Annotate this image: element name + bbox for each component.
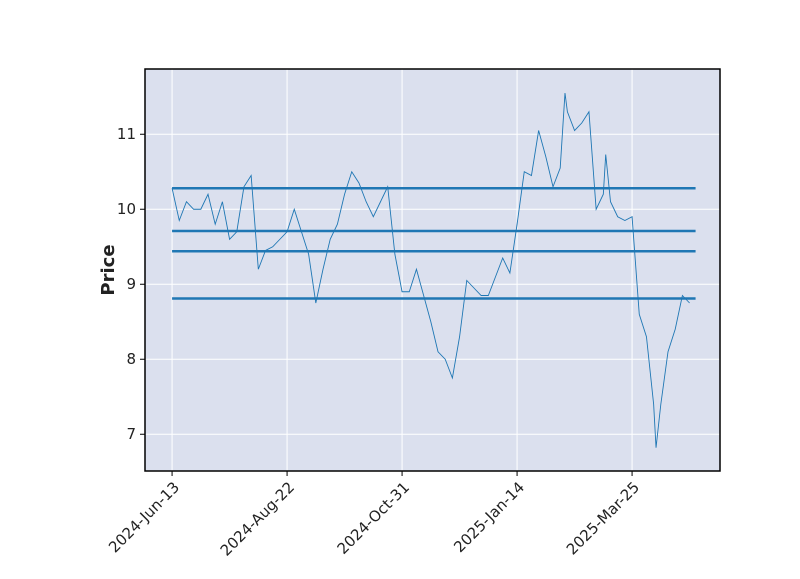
marks [171,92,696,448]
plot-area [145,69,720,471]
x-tick-label: 2025-Jan-14 [450,478,528,556]
x-tick-label: 2024-Oct-31 [334,478,414,558]
x-tick-label: 2025-Mar-25 [563,478,643,558]
y-axis-label: Price [98,244,119,295]
x-tick-label: 2024-Aug-22 [217,478,298,559]
y-tick-label: 7 [126,425,136,443]
x-tick-label: 2024-Jun-13 [105,478,183,556]
y-tick-label: 11 [117,125,136,143]
series-line [171,92,690,448]
y-tick-label: 10 [117,200,136,218]
grid [145,69,720,471]
y-tick-label: 9 [126,275,136,293]
plot-frame [144,68,721,472]
y-tick-label: 8 [126,350,136,368]
